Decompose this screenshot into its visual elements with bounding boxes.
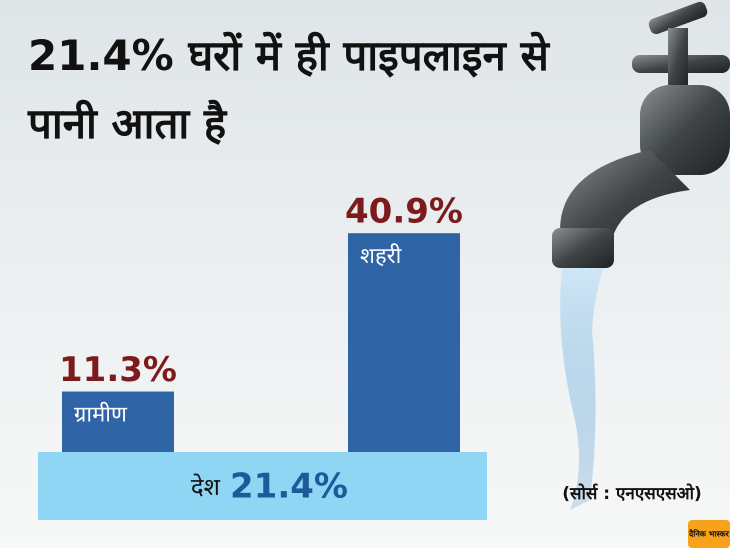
value-label: 11.3% [59,350,177,390]
bar [348,233,460,452]
brand-logo [688,520,730,548]
faucet [552,1,730,510]
category-label: शहरी [360,243,402,269]
national-label: देश [191,473,221,501]
value-label: 40.9% [345,192,463,232]
brand-name: दैनिक भास्कर [688,529,730,539]
national-band [38,452,487,520]
source: (सोर्स : एनएसएसओ) [562,483,702,504]
bar [62,391,174,452]
chart-title: 21.4% घरों में ही पाइपलाइन से पानी आता ह… [28,31,549,148]
category-label: ग्रामीण [74,402,128,428]
national-value: 21.4% [230,467,348,507]
